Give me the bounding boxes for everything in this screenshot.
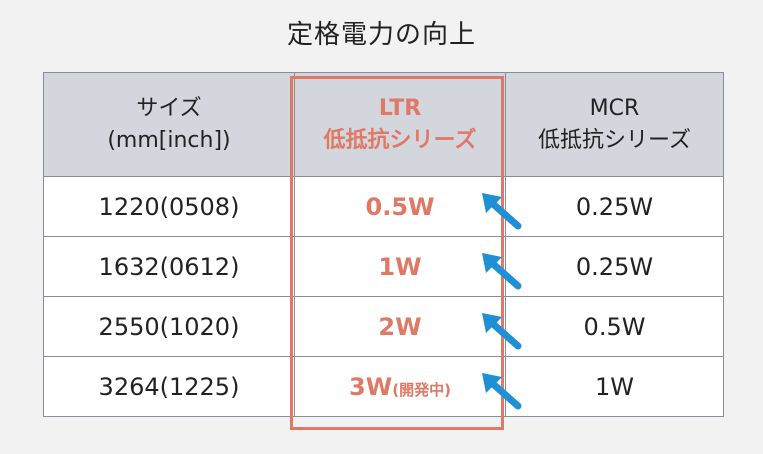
- size-cell: 3264(1225): [43, 356, 295, 417]
- header-row: サイズ (mm[inch]) LTR 低抵抗シリーズ MCR 低抵抗シリーズ: [43, 72, 724, 177]
- arrow-up-left-icon: [482, 253, 522, 290]
- header-mcr-line1: MCR: [589, 95, 640, 121]
- ltr-rating-value: 3W: [349, 372, 393, 401]
- size-cell: 1632(0612): [43, 236, 295, 297]
- size-cell: 2550(1020): [43, 296, 295, 357]
- ltr-rating-note: (開発中): [392, 380, 451, 399]
- arrow-up-left-icon: [482, 193, 522, 230]
- header-size-line2: (mm[inch]): [107, 127, 231, 153]
- size-cell: 1220(0508): [43, 176, 295, 237]
- header-ltr: LTR 低抵抗シリーズ: [294, 72, 506, 177]
- mcr-rating-cell: 0.25W: [505, 236, 724, 297]
- table-row: 2550(1020) 2W 0.5W: [43, 296, 724, 357]
- ltr-rating-cell: 1W: [294, 236, 506, 297]
- ltr-rating-cell: 3W(開発中): [294, 356, 506, 417]
- table-row: 1220(0508) 0.5W 0.25W: [43, 176, 724, 237]
- header-mcr-line2: 低抵抗シリーズ: [538, 127, 691, 153]
- header-mcr: MCR 低抵抗シリーズ: [505, 72, 724, 177]
- mcr-rating-cell: 0.25W: [505, 176, 724, 237]
- header-size: サイズ (mm[inch]): [43, 72, 295, 177]
- arrow-up-left-icon: [482, 313, 522, 350]
- rating-comparison-table: サイズ (mm[inch]) LTR 低抵抗シリーズ MCR 低抵抗シリーズ 1…: [43, 72, 724, 417]
- mcr-rating-cell: 0.5W: [505, 296, 724, 357]
- header-ltr-line2: 低抵抗シリーズ: [323, 127, 477, 153]
- table-row: 3264(1225) 3W(開発中) 1W: [43, 356, 724, 417]
- table-row: 1632(0612) 1W 0.25W: [43, 236, 724, 297]
- arrow-up-left-icon: [482, 373, 522, 410]
- ltr-rating-value: 2W: [378, 312, 422, 341]
- ltr-rating-cell: 2W: [294, 296, 506, 357]
- ltr-rating-value: 0.5W: [365, 192, 435, 221]
- ltr-rating-cell: 0.5W: [294, 176, 506, 237]
- header-size-line1: サイズ: [136, 95, 202, 121]
- ltr-rating-value: 1W: [378, 252, 422, 281]
- header-ltr-line1: LTR: [378, 95, 422, 121]
- mcr-rating-cell: 1W: [505, 356, 724, 417]
- page-title: 定格電力の向上: [286, 20, 476, 50]
